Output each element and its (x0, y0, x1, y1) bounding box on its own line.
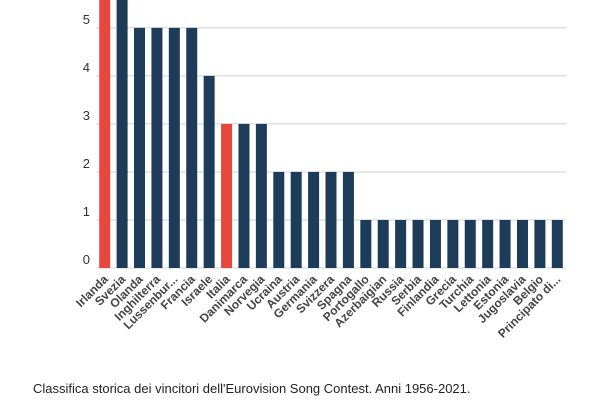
y-tick-label: 0 (83, 252, 90, 267)
bar (151, 27, 163, 269)
y-tick-label: 5 (83, 12, 90, 27)
y-tick-label: 4 (83, 60, 90, 75)
bar (99, 0, 111, 268)
caption: Classifica storica dei vincitori dell'Eu… (33, 381, 471, 396)
bar (412, 219, 424, 268)
bar (499, 219, 511, 268)
y-tick-label: 2 (83, 156, 90, 171)
bar (168, 27, 180, 269)
bar (482, 219, 494, 268)
bar (342, 171, 354, 268)
bar (203, 75, 215, 268)
bar (377, 219, 389, 268)
y-tick-label: 3 (83, 108, 90, 123)
bar (308, 171, 320, 268)
bar (116, 0, 128, 269)
bar (395, 219, 407, 268)
bar (238, 123, 250, 269)
bar (464, 219, 476, 268)
bar (429, 219, 441, 268)
bar (516, 219, 528, 268)
bar (273, 171, 285, 268)
bar (360, 219, 372, 268)
bar (534, 219, 546, 268)
bar (186, 27, 198, 269)
bar (255, 123, 267, 269)
y-tick-label: 1 (83, 204, 90, 219)
bar (551, 219, 563, 268)
bar (447, 219, 459, 268)
bar (221, 123, 233, 269)
bar (290, 171, 302, 268)
bar (325, 171, 337, 268)
bar (134, 27, 146, 269)
